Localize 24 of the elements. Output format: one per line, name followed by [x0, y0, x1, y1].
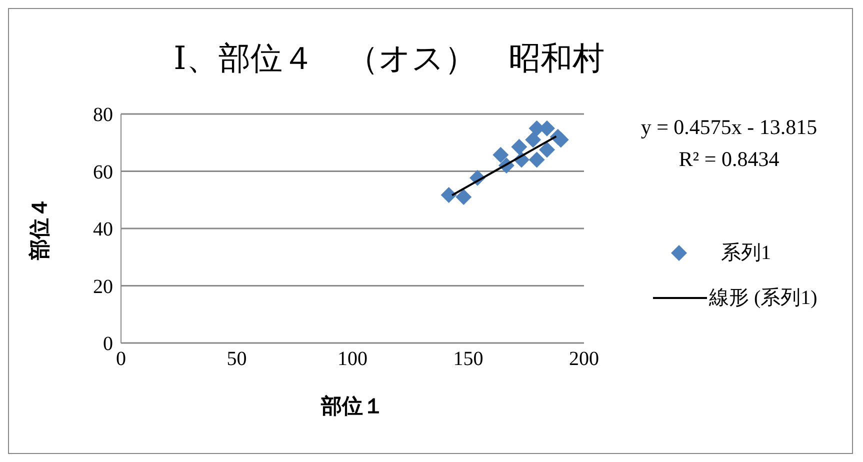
point: [528, 152, 545, 168]
y-tick-label: 60: [93, 161, 113, 184]
legend-label: 線形 (系列1): [709, 286, 818, 311]
text: y = 0.4575x - 13.815: [640, 114, 818, 141]
x-tick-label: 200: [569, 348, 599, 370]
y-axis-title: 部位４: [27, 197, 52, 261]
point: [456, 189, 472, 206]
x-tick-label: 150: [453, 348, 484, 370]
legend-label: 系列1: [721, 241, 771, 266]
x-tick-label: 50: [226, 348, 247, 370]
y-tick-label: 80: [93, 104, 113, 126]
text: R² = 0.8434: [678, 146, 780, 173]
point: [538, 142, 555, 158]
point: [492, 146, 509, 163]
point: [511, 138, 528, 155]
point: [525, 132, 542, 148]
y-tick-label: 0: [103, 333, 113, 356]
x-tick-label: 100: [338, 348, 368, 370]
point: [440, 187, 457, 204]
chart-title: Ⅰ、部位４ （オス） 昭和村: [172, 39, 606, 78]
y-tick-label: 20: [93, 276, 113, 298]
x-axis-title: 部位１: [320, 394, 384, 418]
y-tick-label: 40: [93, 218, 113, 241]
point: [552, 132, 569, 148]
